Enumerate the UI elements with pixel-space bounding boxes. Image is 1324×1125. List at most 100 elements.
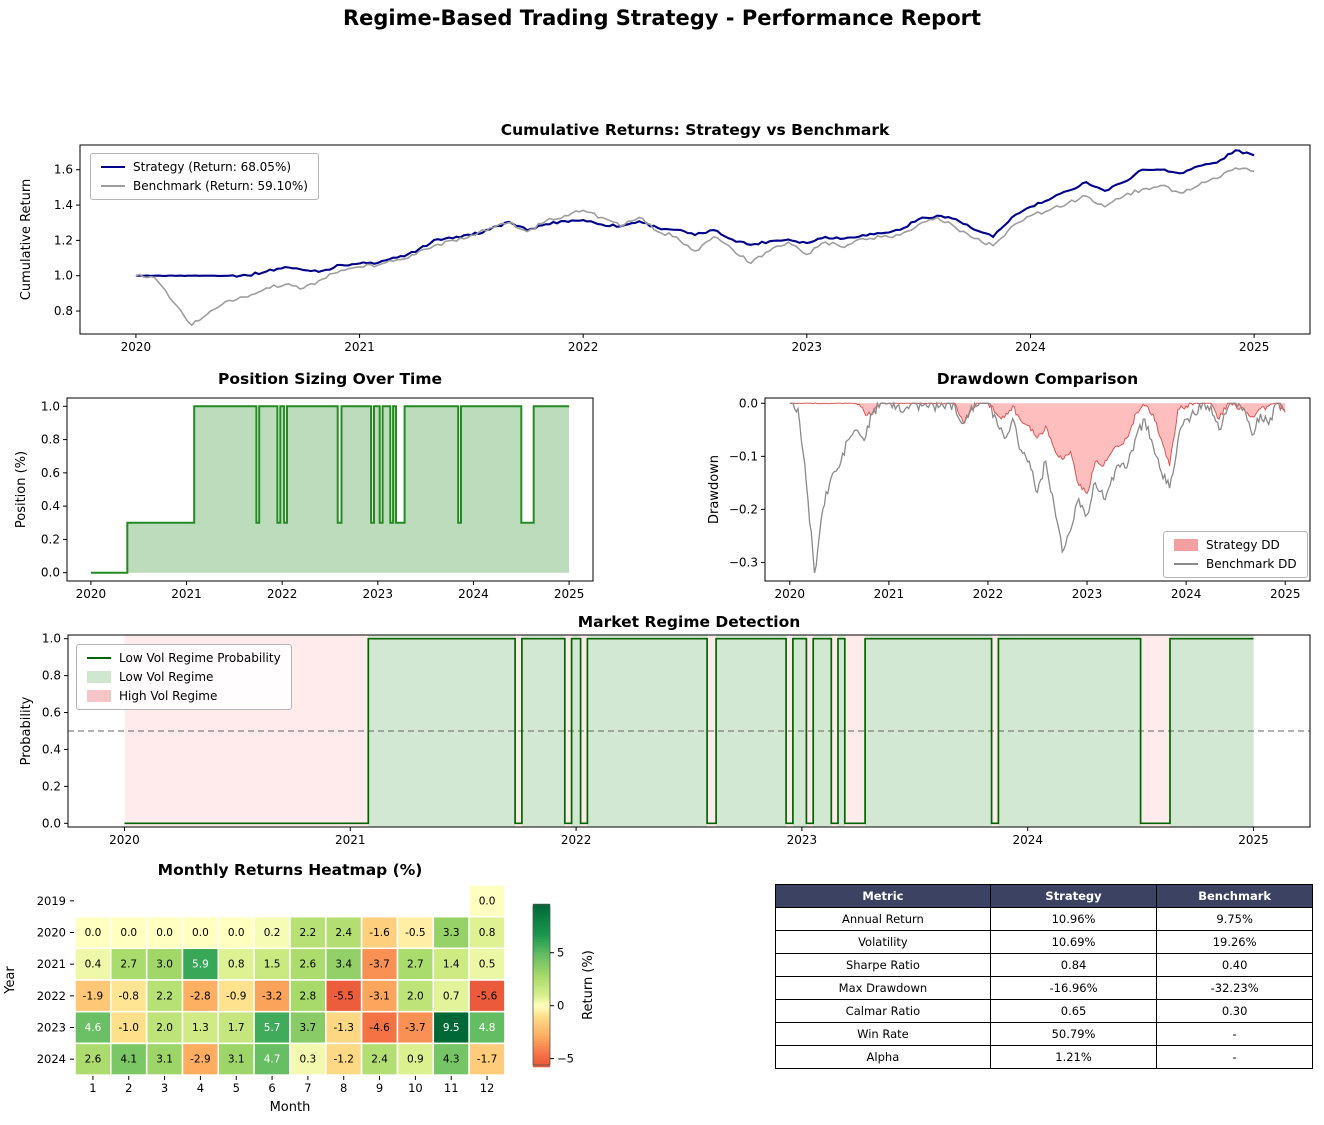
x-tick-label: 2021 — [344, 340, 375, 354]
heatmap-cell-value: 2.0 — [407, 990, 424, 1002]
colorbar-segment — [533, 1023, 550, 1027]
monthly-returns-heatmap: 0.0 0.0 0.0 0.0 0.0 0.0 0.2 2.2 2.4 -1.6 -0.5 3.3 0.… — [3, 884, 596, 1115]
month-label: 3 — [161, 1081, 168, 1095]
y-tick-label: 0.6 — [42, 706, 61, 720]
heatmap-cell-value: -3.1 — [369, 990, 390, 1002]
metric-value: - — [1156, 1022, 1313, 1046]
colorbar-segment — [533, 916, 550, 920]
legend-label: Benchmark (Return: 59.10%) — [133, 179, 308, 193]
heatmap-cell-value: 0.8 — [228, 959, 245, 971]
x-tick-label: 2024 — [1015, 340, 1046, 354]
heatmap-cell-value: 1.3 — [192, 1022, 209, 1034]
colorbar-segment — [533, 919, 550, 923]
y-tick-label: 1.2 — [54, 233, 73, 247]
metric-row: Alpha 1.21% - — [775, 1045, 1313, 1069]
colorbar-segment — [533, 990, 550, 994]
y-axis-label: Year — [3, 966, 18, 995]
position-area — [90, 406, 570, 573]
heatmap-cell-value: 2.4 — [371, 1054, 388, 1066]
month-label: 10 — [408, 1081, 423, 1095]
strategy-line — [135, 149, 1255, 278]
year-label: 2024 — [37, 1052, 66, 1066]
heatmap-cell-value: 4.8 — [479, 1022, 496, 1034]
column-header-strategy: Strategy — [989, 884, 1158, 908]
position-line — [90, 405, 570, 574]
heatmap-cell-value: -4.6 — [369, 1022, 390, 1034]
position-sizing-title: Position Sizing Over Time — [217, 370, 443, 388]
heatmap-cell — [110, 947, 148, 981]
plot-border — [67, 634, 1311, 828]
colorbar-segment — [533, 921, 550, 925]
regime-legend: Low Vol Regime Probability Low Vol Regim… — [76, 644, 292, 710]
x-tick-label: 2022 — [561, 833, 592, 847]
heatmap-cell-value: -2.9 — [190, 1054, 211, 1066]
heatmap-cell — [74, 1042, 112, 1076]
month-label: 12 — [480, 1081, 495, 1095]
metric-row: Annual Return 10.96% 9.75% — [775, 907, 1313, 931]
x-tick-label: 2023 — [363, 587, 394, 601]
colorbar-segment — [533, 936, 550, 941]
colorbar-segment — [533, 1048, 550, 1052]
heatmap-cell-value: 2.0 — [156, 1022, 173, 1034]
heatmap-cell — [289, 979, 327, 1013]
colorbar-segment — [533, 1043, 550, 1047]
heatmap-cell — [74, 1010, 112, 1045]
heatmap-cell-value: -2.8 — [190, 990, 211, 1002]
heatmap-cell-value: 4.3 — [443, 1054, 460, 1066]
colorbar-segment — [533, 939, 550, 943]
heatmap-cell — [145, 1010, 184, 1045]
x-axis-label: Month — [270, 1100, 311, 1115]
y-tick-label: −0.1 — [729, 449, 758, 463]
year-label: 2023 — [37, 1021, 66, 1035]
colorbar-segment — [533, 949, 550, 953]
x-tick-label: 2021 — [335, 833, 366, 847]
heatmap-cell-value: 0.7 — [443, 990, 460, 1002]
strategy-dd-swatch — [1174, 539, 1198, 551]
colorbar-segment — [533, 954, 550, 958]
x-tick-label: 2025 — [554, 587, 585, 601]
colorbar-tick-label: 0 — [557, 999, 564, 1013]
colorbar-segment — [533, 929, 550, 933]
column-header-metric: Metric — [775, 884, 991, 908]
heatmap-cell — [468, 947, 506, 981]
y-tick-label: 0.2 — [42, 779, 61, 793]
metric-name: Calmar Ratio — [775, 999, 991, 1023]
year-label: 2020 — [37, 926, 66, 940]
heatmap-cell-value: -1.7 — [477, 1054, 498, 1066]
heatmap-cell — [217, 947, 255, 981]
heatmap-cell — [145, 915, 184, 950]
position-sizing-chart: 2020 2021 2022 2023 2024 2025 0.0 0.2 0.4 0.6 0.8 1… — [14, 397, 594, 601]
metric-name: Annual Return — [775, 907, 991, 931]
month-label: 6 — [268, 1081, 275, 1095]
month-label: 11 — [444, 1081, 459, 1095]
heatmap-cell — [432, 1042, 470, 1076]
x-tick-label: 2023 — [792, 340, 823, 354]
metrics-table-container: Metric Strategy Benchmark Annual Return 1… — [775, 884, 1313, 1069]
plot-border — [79, 144, 1311, 335]
heatmap-cell-value: 2.2 — [156, 990, 173, 1002]
heatmap-cell-value: -1.9 — [83, 990, 104, 1002]
heatmap-cell — [145, 1042, 184, 1076]
heatmap-cell-value: 1.4 — [443, 959, 460, 971]
y-tick-label: 0.8 — [42, 669, 61, 683]
metric-value: 1.21% — [989, 1045, 1158, 1069]
metric-value: 0.40 — [1156, 953, 1313, 977]
heatmap-cell-value: 0.8 — [479, 927, 496, 939]
heatmap-cell-value: 0.0 — [192, 927, 209, 939]
metric-value: 0.30 — [1156, 999, 1313, 1023]
heatmap-cell — [432, 1010, 470, 1045]
heatmap-cell-value: 1.5 — [264, 959, 281, 971]
colorbar-segment — [533, 972, 550, 976]
colorbar-segment — [533, 985, 550, 989]
colorbar-segment — [533, 992, 550, 997]
x-tick-label: 2022 — [267, 587, 298, 601]
heatmap-cell — [181, 1010, 220, 1045]
heatmap-cell-value: -3.7 — [405, 1022, 426, 1034]
cumulative-returns-chart: 2020 2021 2022 2023 2024 2025 0.8 1.0 1.2 1.4 1.6 C… — [19, 144, 1311, 354]
metric-row: Calmar Ratio 0.65 0.30 — [775, 999, 1313, 1023]
high-vol-swatch — [87, 690, 111, 702]
heatmap-cell — [181, 979, 220, 1013]
metric-name: Win Rate — [775, 1022, 991, 1046]
colorbar-segment — [533, 1035, 550, 1040]
high-vol-region — [1140, 635, 1170, 827]
